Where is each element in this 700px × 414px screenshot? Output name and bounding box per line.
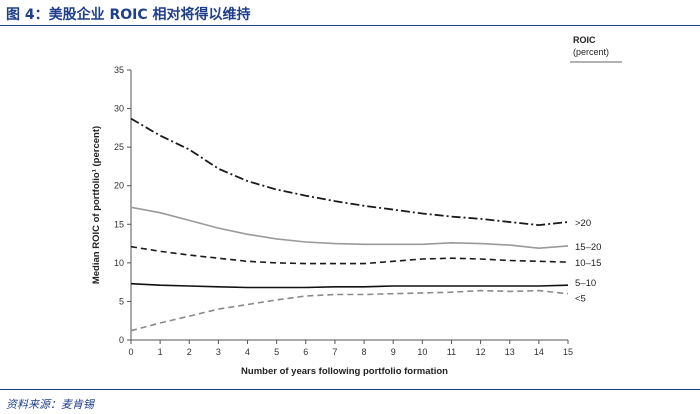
series-line-4 bbox=[130, 289, 569, 332]
y-tick-label: 5 bbox=[119, 296, 124, 306]
y-tick-label: 35 bbox=[114, 65, 124, 75]
x-axis-title: Number of years following portfolio form… bbox=[241, 366, 448, 377]
series-label-2: 10–15 bbox=[575, 258, 601, 269]
footer-rule bbox=[0, 389, 700, 390]
x-tick-label: 9 bbox=[391, 347, 396, 357]
y-tick-label: 25 bbox=[114, 142, 124, 152]
y-tick-label: 15 bbox=[114, 219, 124, 229]
x-tick-label: 3 bbox=[216, 347, 221, 357]
series-label-1: 15–20 bbox=[575, 242, 601, 253]
x-tick-label: 15 bbox=[563, 347, 573, 357]
x-tick-label: 1 bbox=[158, 347, 163, 357]
series-line-3 bbox=[130, 282, 569, 289]
x-tick-label: 11 bbox=[447, 347, 456, 357]
legend-title: ROIC bbox=[573, 35, 596, 45]
figure-header: 图 4：美股企业 ROIC 相对将得以维持 bbox=[0, 0, 700, 26]
y-tick-label: 10 bbox=[114, 258, 124, 268]
figure-title: 图 4：美股企业 ROIC 相对将得以维持 bbox=[6, 7, 251, 23]
x-tick-label: 12 bbox=[476, 347, 486, 357]
x-tick-label: 13 bbox=[505, 347, 515, 357]
x-tick-label: 0 bbox=[128, 347, 133, 357]
y-tick-label: 0 bbox=[119, 335, 124, 345]
series-label-4: <5 bbox=[575, 294, 586, 305]
x-tick-label: 8 bbox=[362, 347, 367, 357]
legend-subtitle: (percent) bbox=[573, 47, 609, 57]
x-tick-label: 10 bbox=[417, 347, 427, 357]
header-rule bbox=[0, 25, 700, 26]
source-note: 资料来源：麦肯锡 bbox=[6, 398, 94, 411]
y-tick-label: 20 bbox=[114, 181, 124, 191]
series-label-0: >20 bbox=[575, 218, 591, 229]
series-line-2 bbox=[130, 245, 569, 265]
figure-footer: 资料来源：麦肯锡 bbox=[0, 389, 700, 414]
x-tick-label: 5 bbox=[274, 347, 279, 357]
x-tick-label: 6 bbox=[303, 347, 308, 357]
y-tick-label: 30 bbox=[114, 104, 124, 114]
y-axis-title: Median ROIC of portfolio¹ (percent) bbox=[91, 126, 102, 284]
x-tick-label: 14 bbox=[534, 347, 544, 357]
x-tick-label: 7 bbox=[332, 347, 337, 357]
x-tick-label: 4 bbox=[245, 347, 250, 357]
series-line-0 bbox=[130, 117, 569, 227]
series-line-1 bbox=[130, 206, 569, 249]
x-tick-label: 2 bbox=[187, 347, 192, 357]
series-label-3: 5–10 bbox=[575, 278, 596, 289]
